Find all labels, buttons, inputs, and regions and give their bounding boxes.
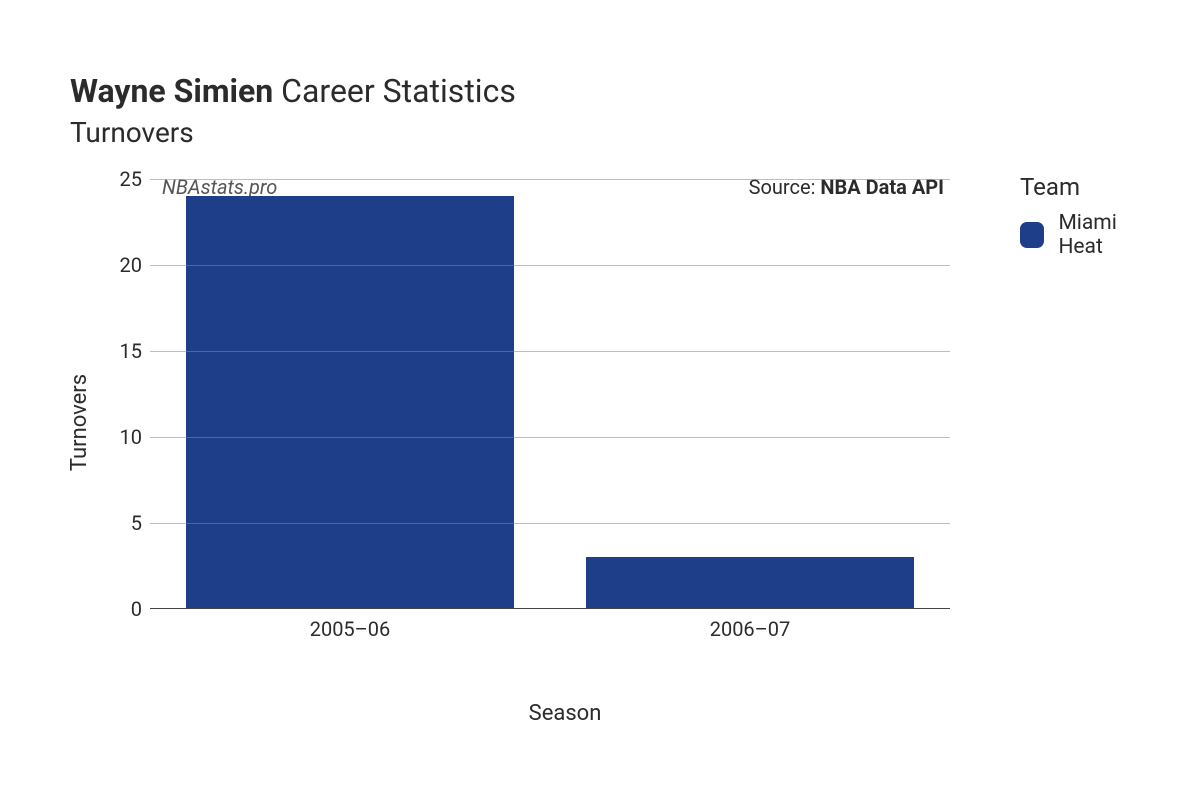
plot-area: NBAstats.pro Source: NBA Data API 051015…	[100, 179, 950, 649]
chart-subtitle: Turnovers	[70, 116, 1160, 149]
plot-column: NBAstats.pro Source: NBA Data API 051015…	[100, 179, 990, 726]
legend-item: Miami Heat	[1020, 211, 1160, 259]
y-tick-label: 20	[102, 253, 142, 277]
legend-swatch	[1020, 222, 1044, 248]
grid-line	[150, 523, 950, 524]
y-tick-label: 0	[102, 597, 142, 621]
grid-line	[150, 351, 950, 352]
plot-inner: 0510152025	[150, 179, 950, 609]
grid-line	[150, 179, 950, 180]
y-tick-label: 15	[102, 339, 142, 363]
y-axis-label-container: Turnovers	[60, 119, 100, 726]
bar	[586, 557, 914, 609]
bars-layer	[150, 179, 950, 609]
legend-items: Miami Heat	[1020, 211, 1160, 259]
y-tick-label: 5	[102, 511, 142, 535]
x-axis-label: Season	[140, 701, 990, 726]
legend: Team Miami Heat	[1020, 173, 1160, 726]
x-axis-baseline	[150, 608, 950, 610]
y-tick-label: 25	[102, 167, 142, 191]
grid-line	[150, 265, 950, 266]
y-tick-label: 10	[102, 425, 142, 449]
legend-item-label: Miami Heat	[1058, 211, 1160, 259]
bar	[186, 196, 514, 609]
chart-row: Turnovers NBAstats.pro Source: NBA Data …	[60, 179, 1160, 726]
chart-title: Wayne Simien Career Statistics	[70, 72, 1160, 110]
grid-line	[150, 437, 950, 438]
y-axis-label: Turnovers	[68, 374, 93, 471]
title-suffix: Career Statistics	[273, 72, 516, 110]
x-tick-label: 2006–07	[710, 617, 791, 641]
chart-container: Wayne Simien Career Statistics Turnovers…	[0, 0, 1200, 800]
x-tick-label: 2005–06	[310, 617, 391, 641]
title-block: Wayne Simien Career Statistics Turnovers	[70, 72, 1160, 149]
player-name: Wayne Simien	[70, 72, 273, 110]
legend-title: Team	[1020, 173, 1160, 201]
